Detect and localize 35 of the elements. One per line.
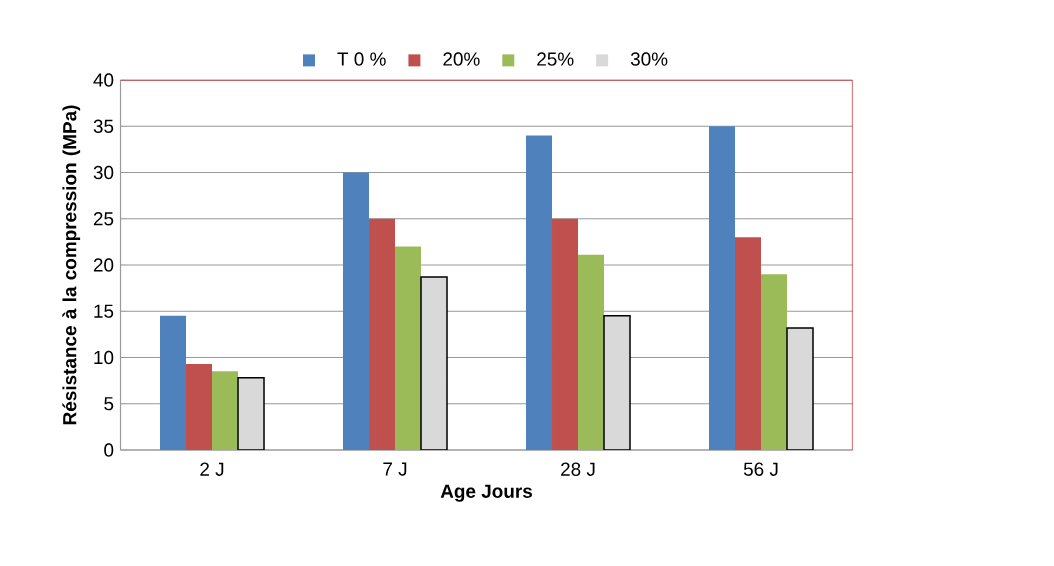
y-tick-label: 0: [104, 443, 114, 457]
x-axis-title: Age Jours: [440, 484, 532, 502]
bar: [786, 327, 814, 450]
bar: [186, 363, 213, 450]
x-tick-label: 7 J: [383, 462, 407, 476]
legend-label: 20%: [443, 52, 480, 66]
legend-label: T 0 %: [337, 52, 386, 66]
bar: [526, 135, 553, 450]
y-tick-label: 10: [94, 350, 114, 365]
legend-label: 30%: [630, 52, 668, 66]
bar: [237, 377, 265, 450]
bar: [735, 237, 762, 450]
x-tick-label: 56 J: [743, 462, 778, 476]
y-tick-label: 5: [104, 397, 114, 411]
y-tick-label: 30: [93, 165, 114, 180]
y-tick-label: 35: [93, 119, 114, 133]
bar: [160, 315, 187, 450]
bar: [761, 274, 788, 450]
bar: [578, 254, 605, 450]
bar: [212, 371, 239, 450]
bar: [552, 218, 579, 450]
bar: [369, 218, 396, 450]
y-tick-label: 20: [93, 258, 114, 272]
y-tick-label: 15: [94, 304, 114, 318]
y-axis-title: Résistance à la compression (MPa): [62, 105, 81, 425]
bar: [420, 276, 448, 450]
y-tick-label: 25: [93, 212, 114, 226]
bar: [395, 246, 422, 450]
x-tick-label: 28 J: [561, 462, 595, 476]
bar: [603, 315, 631, 450]
legend-label: 25%: [537, 52, 574, 66]
bar: [343, 172, 370, 450]
bar: [709, 126, 736, 450]
y-tick-label: 40: [93, 73, 114, 87]
x-tick-label: 2 J: [200, 462, 224, 476]
